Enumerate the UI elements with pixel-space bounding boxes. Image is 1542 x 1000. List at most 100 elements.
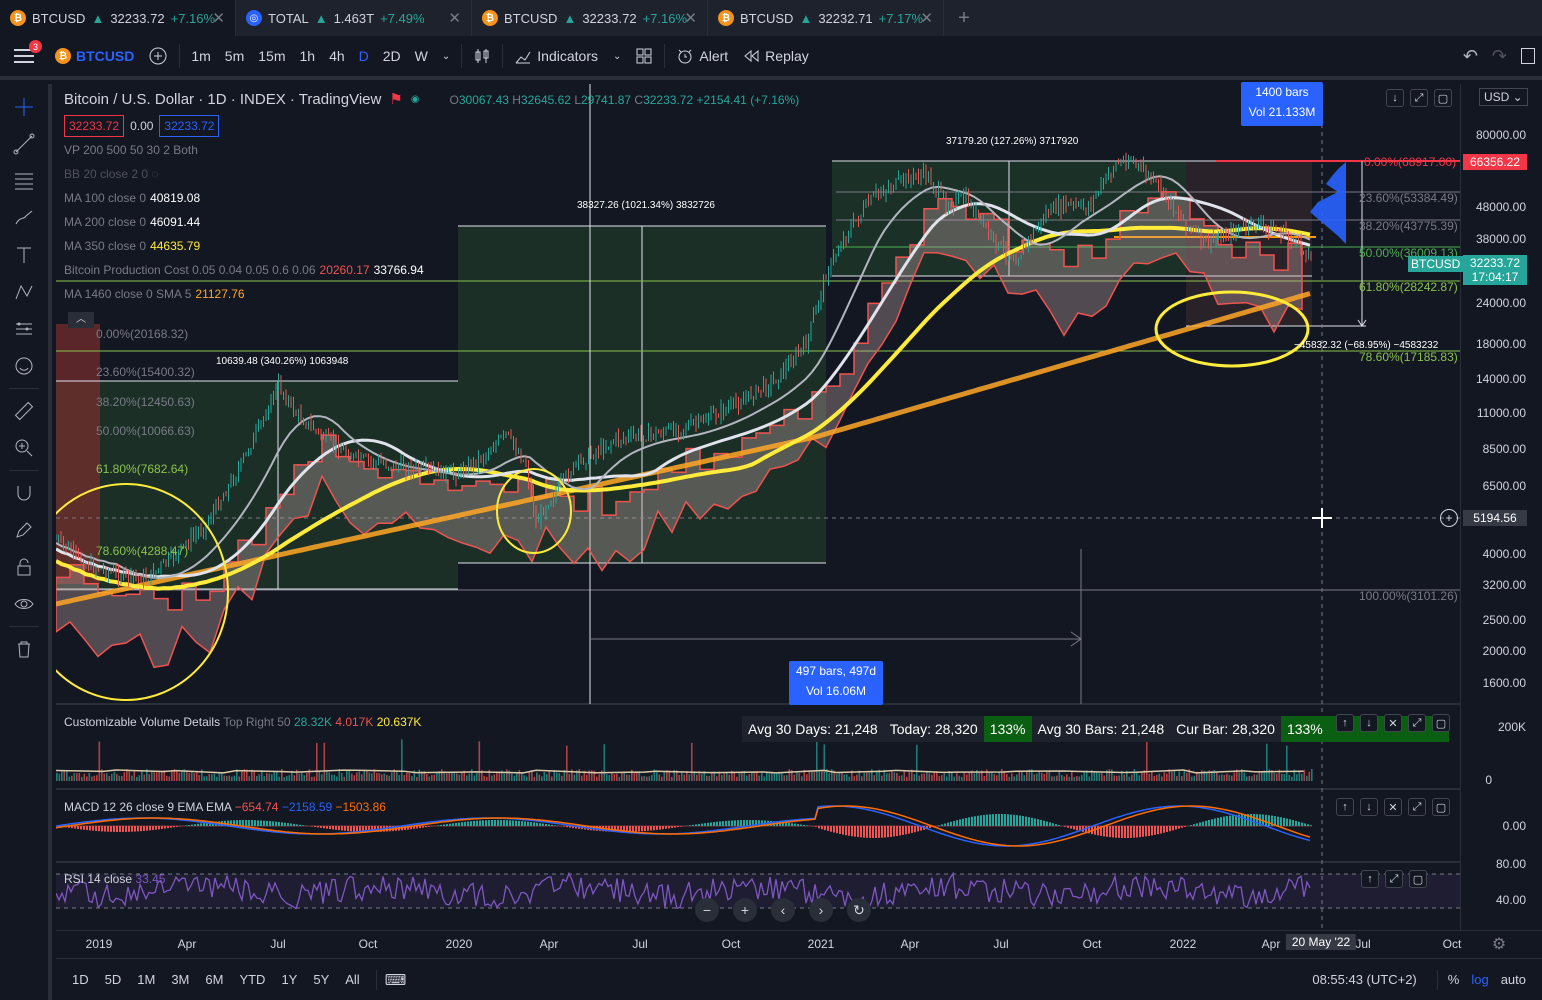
- interval-d[interactable]: D: [358, 48, 369, 64]
- close-icon[interactable]: ✕: [448, 10, 461, 27]
- maximize-icon[interactable]: ⤢: [1410, 89, 1428, 107]
- maximize-icon[interactable]: ⤢: [1408, 798, 1426, 816]
- zoom-tool[interactable]: [9, 433, 39, 463]
- close-icon[interactable]: ✕: [1384, 714, 1402, 732]
- tab-btcusd-3[interactable]: ₿ BTCUSD ▲ 32232.71 +7.17% ✕: [708, 0, 944, 36]
- highlight-circle-2: [496, 468, 572, 554]
- add-alert-icon[interactable]: +: [1440, 509, 1458, 527]
- bitcoin-icon: ₿: [10, 10, 26, 26]
- hide-tool[interactable]: [9, 589, 39, 619]
- close-icon[interactable]: ✕: [212, 10, 225, 27]
- move-down-icon[interactable]: ↓: [1360, 798, 1378, 816]
- indicator-ma200[interactable]: MA 200 close 0 46091.44: [64, 215, 201, 229]
- tab-btcusd-1[interactable]: ₿ BTCUSD ▲ 32233.72 +7.16% ✕: [0, 0, 236, 36]
- delete-tool[interactable]: [9, 634, 39, 664]
- magnet-tool[interactable]: [9, 478, 39, 508]
- indicators-button[interactable]: Indicators ⌄: [507, 36, 628, 76]
- percent-toggle[interactable]: %: [1447, 972, 1460, 987]
- tab-total[interactable]: ◎ TOTAL ▲ 1.463T +7.49% ✕: [236, 0, 472, 36]
- time-axis[interactable]: 2019 Apr Jul Oct 2020 Apr Jul Oct 2021 A…: [56, 930, 1542, 958]
- fullscreen-icon[interactable]: ▢: [1432, 798, 1450, 816]
- interval-5m[interactable]: 5m: [224, 48, 245, 64]
- fullscreen-icon[interactable]: ▢: [1434, 89, 1452, 107]
- indicator-vp[interactable]: VP 200 500 50 30 2 Both: [64, 143, 198, 157]
- move-up-icon[interactable]: ↑: [1336, 714, 1354, 732]
- close-icon[interactable]: ✕: [920, 10, 933, 27]
- lock-tool[interactable]: [9, 552, 39, 582]
- alert-button[interactable]: Alert: [669, 36, 735, 76]
- interval-1h[interactable]: 1h: [299, 48, 316, 64]
- emoji-tool[interactable]: [9, 351, 39, 381]
- move-down-icon[interactable]: ↓: [1360, 714, 1378, 732]
- replay-button[interactable]: Replay: [735, 36, 816, 76]
- buy-price[interactable]: 32233.72: [159, 115, 220, 137]
- range-5d[interactable]: 5D: [104, 972, 122, 987]
- fib-tool[interactable]: [9, 166, 39, 196]
- move-up-icon[interactable]: ↑: [1361, 870, 1379, 888]
- interval-4h[interactable]: 4h: [329, 48, 345, 64]
- close-icon[interactable]: ✕: [1384, 798, 1402, 816]
- log-toggle[interactable]: log: [1471, 972, 1489, 987]
- interval-w[interactable]: W: [414, 48, 428, 64]
- indicator-ma100[interactable]: MA 100 close 0 40819.08: [64, 191, 201, 205]
- tab-btcusd-2[interactable]: ₿ BTCUSD ▲ 32233.72 +7.16% ✕: [472, 0, 708, 36]
- indicator-production-cost[interactable]: Bitcoin Production Cost 0.05 0.04 0.05 0…: [64, 263, 424, 277]
- redo-button[interactable]: ↷: [1485, 36, 1514, 76]
- maximize-icon[interactable]: ⤢: [1408, 714, 1426, 732]
- compare-button[interactable]: [141, 36, 175, 76]
- pattern-tool[interactable]: [9, 277, 39, 307]
- maximize-icon[interactable]: ⤢: [1385, 870, 1403, 888]
- stay-drawing-tool[interactable]: [9, 515, 39, 545]
- range-1m[interactable]: 1M: [137, 972, 156, 987]
- close-icon[interactable]: ✕: [684, 10, 697, 27]
- interval-dropdown[interactable]: ⌄: [435, 36, 457, 76]
- flag-icon[interactable]: ⚑: [389, 91, 403, 108]
- indicator-ma1460[interactable]: MA 1460 close 0 SMA 5 21127.76: [64, 287, 245, 301]
- brush-tool[interactable]: [9, 203, 39, 233]
- interval-15m[interactable]: 15m: [258, 48, 286, 64]
- fullscreen-icon[interactable]: ▢: [1409, 870, 1427, 888]
- clock[interactable]: 08:55:43 (UTC+2): [1312, 972, 1417, 987]
- range-all[interactable]: All: [345, 972, 360, 987]
- reset-icon[interactable]: ↻: [847, 898, 871, 922]
- range-3m[interactable]: 3M: [171, 972, 190, 987]
- range-5y[interactable]: 5Y: [313, 972, 330, 987]
- scroll-left-icon[interactable]: ‹: [771, 898, 795, 922]
- new-tab-button[interactable]: +: [958, 6, 970, 29]
- price-chart[interactable]: [56, 84, 1460, 936]
- zoom-in-icon[interactable]: +: [733, 898, 757, 922]
- text-tool[interactable]: [9, 240, 39, 270]
- move-up-icon[interactable]: ↑: [1336, 798, 1354, 816]
- indicator-ma350[interactable]: MA 350 close 0 44635.79: [64, 239, 201, 253]
- interval-1m[interactable]: 1m: [191, 48, 211, 64]
- scroll-right-icon[interactable]: ›: [809, 898, 833, 922]
- range-ytd[interactable]: YTD: [239, 972, 266, 987]
- symbol-search[interactable]: ₿ BTCUSD: [48, 36, 141, 76]
- range-6m[interactable]: 6M: [205, 972, 224, 987]
- chart-type-button[interactable]: [466, 36, 498, 76]
- trendline-tool[interactable]: [9, 129, 39, 159]
- auto-toggle[interactable]: auto: [1500, 972, 1526, 987]
- date-range-icon[interactable]: ⌨: [384, 971, 407, 989]
- prediction-tool[interactable]: [9, 314, 39, 344]
- zoom-out-icon[interactable]: −: [695, 898, 719, 922]
- collapse-legend-button[interactable]: ︿: [68, 312, 94, 328]
- price-scale[interactable]: USD ⌄ 80000.00 48000.00 38000.00 24000.0…: [1460, 84, 1542, 936]
- currency-select[interactable]: USD ⌄: [1479, 88, 1528, 106]
- move-down-icon[interactable]: ↓: [1386, 89, 1404, 107]
- indicator-bb[interactable]: BB 20 close 2 0 ◌: [64, 167, 159, 181]
- settings-gear-icon[interactable]: ⚙: [1491, 936, 1507, 953]
- fullscreen-icon[interactable]: ▢: [1432, 714, 1450, 732]
- range-1d[interactable]: 1D: [72, 972, 89, 987]
- range-1y[interactable]: 1Y: [281, 972, 298, 987]
- menu-button[interactable]: 3: [0, 36, 48, 76]
- chart-canvas[interactable]: [56, 84, 1460, 936]
- crosshair-tool[interactable]: [9, 92, 39, 122]
- eye-off-icon[interactable]: ◌: [151, 167, 159, 181]
- ruler-tool[interactable]: [9, 396, 39, 426]
- interval-2d[interactable]: 2D: [382, 48, 401, 64]
- undo-button[interactable]: ↶: [1456, 36, 1485, 76]
- templates-button[interactable]: [628, 36, 660, 76]
- layout-button[interactable]: [1514, 36, 1542, 76]
- sell-price[interactable]: 32233.72: [64, 115, 125, 137]
